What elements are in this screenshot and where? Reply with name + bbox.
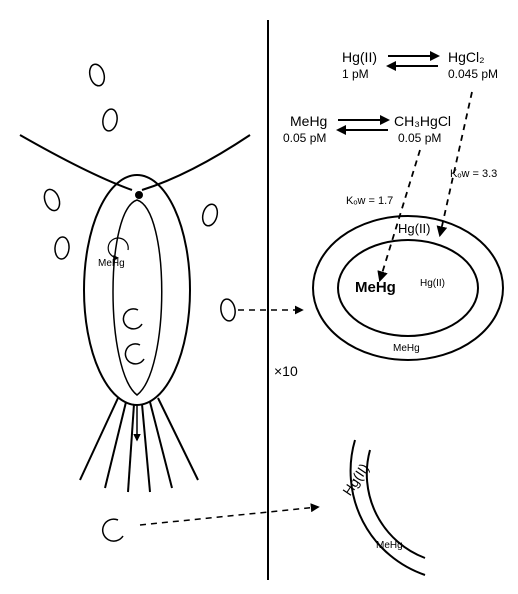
shell-bottom-label: MeHg xyxy=(376,540,403,551)
organism-mehg-label: MeHg xyxy=(98,258,125,269)
organism-uptake-arrow xyxy=(108,238,128,258)
organism xyxy=(20,135,250,492)
zoom-arrow-bottom xyxy=(140,507,318,525)
cell-inner-big: MeHg xyxy=(355,280,396,297)
mehg-conc: 0.05 pM xyxy=(283,132,326,145)
kow-arrow-left xyxy=(380,150,420,280)
zoom-label: ×10 xyxy=(274,364,298,379)
hgcl2-conc: 0.045 pM xyxy=(448,68,498,81)
kow-right: Kₒw = 3.3 xyxy=(450,168,497,180)
cell xyxy=(313,216,503,360)
ch3hgcl-label: CH₃HgCl xyxy=(394,114,451,129)
shell-crescent xyxy=(351,440,425,575)
cell-outer-bottom: MeHg xyxy=(393,343,420,354)
equil-mid-arrows xyxy=(338,120,388,130)
cell-inner-small: Hg(II) xyxy=(420,278,445,289)
hg2-conc: 1 pM xyxy=(342,68,369,81)
expelled-crescent xyxy=(103,519,123,541)
cell-outer-top: Hg(II) xyxy=(398,222,431,236)
equil-top-arrows xyxy=(388,56,438,66)
kow-left: Kₒw = 1.7 xyxy=(346,195,393,207)
hgcl2-label: HgCl₂ xyxy=(448,50,485,65)
internal-crescents xyxy=(123,309,144,364)
ch3hgcl-conc: 0.05 pM xyxy=(398,132,441,145)
hg2-label: Hg(II) xyxy=(342,50,377,65)
mehg-label: MeHg xyxy=(290,114,327,129)
